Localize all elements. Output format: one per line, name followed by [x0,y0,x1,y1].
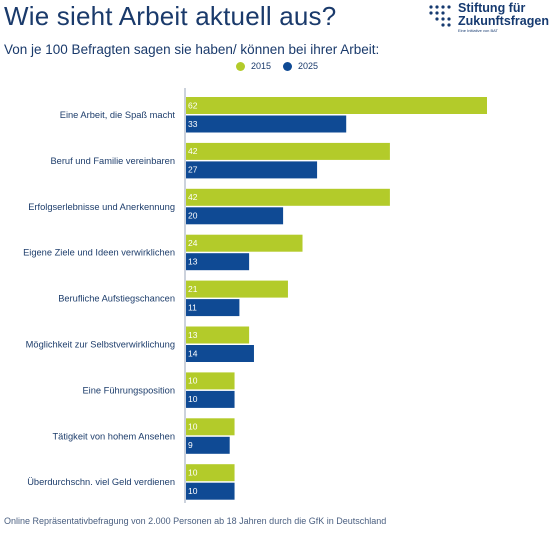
data-label-2015: 21 [188,284,198,294]
bar-2015 [186,280,288,298]
data-label-2025: 27 [188,165,198,175]
source-note: Online Repräsentativbefragung von 2.000 … [4,516,387,526]
data-label-2015: 10 [188,376,198,386]
logo-dots-icon [429,5,451,27]
legend-item-2025: 2025 [283,61,318,71]
bar-2025 [186,299,240,317]
data-label-2015: 10 [188,422,198,432]
logo-name: Stiftung für Zukunftsfragen [458,2,549,28]
data-label-2015: 62 [188,100,198,110]
legend-label-2015: 2015 [251,61,272,71]
logo-tagline: Eine Initiative von BAT [458,28,498,33]
bar-2025 [186,390,235,408]
category-label: Möglichkeit zur Selbstverwirklichung [26,339,175,349]
data-label-2015: 24 [188,238,198,248]
bar-2015 [186,464,235,482]
logo-name-line1: Stiftung für [458,1,526,15]
category-label: Beruf und Familie vereinbaren [50,156,175,166]
bar-2015 [186,418,235,436]
data-label-2025: 33 [188,119,198,129]
data-label-2025: 14 [188,348,198,358]
bar-2025 [186,161,318,179]
category-label: Überdurchschn. viel Geld verdienen [27,477,175,487]
bar-2025 [186,207,284,225]
data-label-2015: 42 [188,146,198,156]
bar-2025 [186,253,250,271]
legend-item-2015: 2015 [236,61,271,71]
data-label-2015: 10 [188,467,198,477]
data-label-2025: 10 [188,486,198,496]
bar-2015 [186,372,235,390]
category-label: Eine Führungsposition [82,385,175,395]
bar-2025 [186,115,347,133]
bar-2015 [186,234,303,252]
category-label: Eine Arbeit, die Spaß macht [60,110,176,120]
bar-2015 [186,97,487,114]
logo: Stiftung für Zukunftsfragen Eine Initiat… [428,2,550,36]
legend-swatch-2025 [283,61,293,71]
bar-2025 [186,482,235,500]
data-label-2015: 42 [188,192,198,202]
data-label-2025: 11 [188,302,197,312]
category-label: Erfolgserlebnisse und Anerkennung [28,202,175,212]
logo-name-line2: Zukunftsfragen [458,14,549,28]
chart-subtitle: Von je 100 Befragten sagen sie haben/ kö… [4,42,380,57]
data-label-2025: 9 [188,440,193,450]
legend-swatch-2015 [236,61,245,71]
category-label: Berufliche Aufstiegschancen [58,294,175,304]
category-label: Eigene Ziele und Ideen verwirklichen [23,248,175,258]
legend-label-2025: 2025 [298,61,319,71]
bar-2015 [186,326,250,344]
bar-2015 [186,142,390,160]
bar-2025 [186,436,230,454]
data-label-2025: 20 [188,211,198,221]
chart-title: Wie sieht Arbeit aktuell aus? [4,1,337,31]
data-label-2025: 13 [188,256,198,266]
data-label-2015: 13 [188,330,198,340]
bar-2015 [186,188,390,206]
category-label: Tätigkeit von hohem Ansehen [53,431,176,441]
bar-2025 [186,345,254,362]
data-label-2025: 10 [188,394,198,404]
chart-legend: 2015 2025 [236,61,330,71]
